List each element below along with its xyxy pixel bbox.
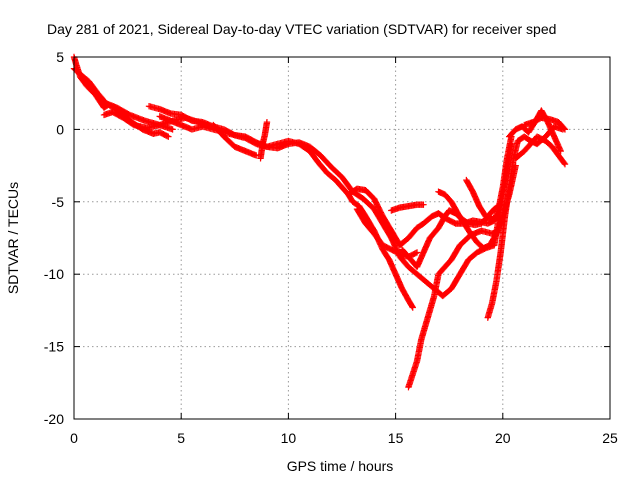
data-point: [169, 126, 176, 133]
y-tick-label: -15: [44, 339, 64, 355]
data-point: [413, 249, 421, 256]
x-tick-label: 20: [495, 430, 511, 446]
x-tick-labels: 0 5 10 15 20 25: [70, 430, 618, 446]
series-track-9: [388, 201, 427, 214]
y-tick-label: -20: [44, 411, 64, 427]
data-point: [560, 159, 568, 167]
series-track-18: [257, 118, 271, 162]
series-track-15: [512, 133, 569, 168]
data-point: [409, 304, 416, 311]
data-point: [165, 133, 172, 140]
x-tick-label: 15: [388, 430, 404, 446]
x-tick-label: 25: [602, 430, 618, 446]
data-point: [561, 126, 569, 133]
y-tick-label: 5: [56, 49, 64, 65]
data-point: [497, 201, 504, 208]
y-tick-label: -5: [52, 194, 65, 210]
x-tick-label: 10: [281, 430, 297, 446]
data-point: [496, 202, 503, 209]
series-track-5: [156, 113, 515, 300]
x-axis-label: GPS time / hours: [287, 458, 394, 474]
x-tick-label: 0: [70, 430, 78, 446]
grid-lines: [74, 57, 610, 419]
data-point: [560, 125, 568, 132]
y-tick-label: -10: [44, 266, 64, 282]
data-point: [420, 201, 427, 208]
data-point: [412, 249, 420, 257]
data-point: [557, 147, 564, 155]
series-track-6: [345, 133, 515, 249]
series-track-12: [463, 176, 502, 223]
x-tick-label: 5: [177, 430, 185, 446]
y-tick-label: 0: [56, 121, 64, 137]
chart-title: Day 281 of 2021, Sidereal Day-to-day VTE…: [47, 21, 556, 37]
data-point: [163, 132, 171, 140]
data-point: [257, 155, 264, 162]
series-track-16: [521, 114, 569, 133]
y-tick-labels: 5 0 -5 -10 -15 -20: [44, 49, 64, 427]
data-point: [408, 303, 416, 310]
series-track-3: [100, 108, 176, 133]
data-marks: [70, 53, 569, 391]
data-point: [561, 160, 569, 168]
plot-frame: [73, 56, 611, 420]
y-axis-label: SDTVAR / TECUs: [5, 182, 21, 294]
series-track-8: [353, 205, 421, 261]
series-track-17: [210, 121, 260, 159]
axis-ticks: [73, 56, 611, 420]
data-point: [495, 213, 502, 220]
